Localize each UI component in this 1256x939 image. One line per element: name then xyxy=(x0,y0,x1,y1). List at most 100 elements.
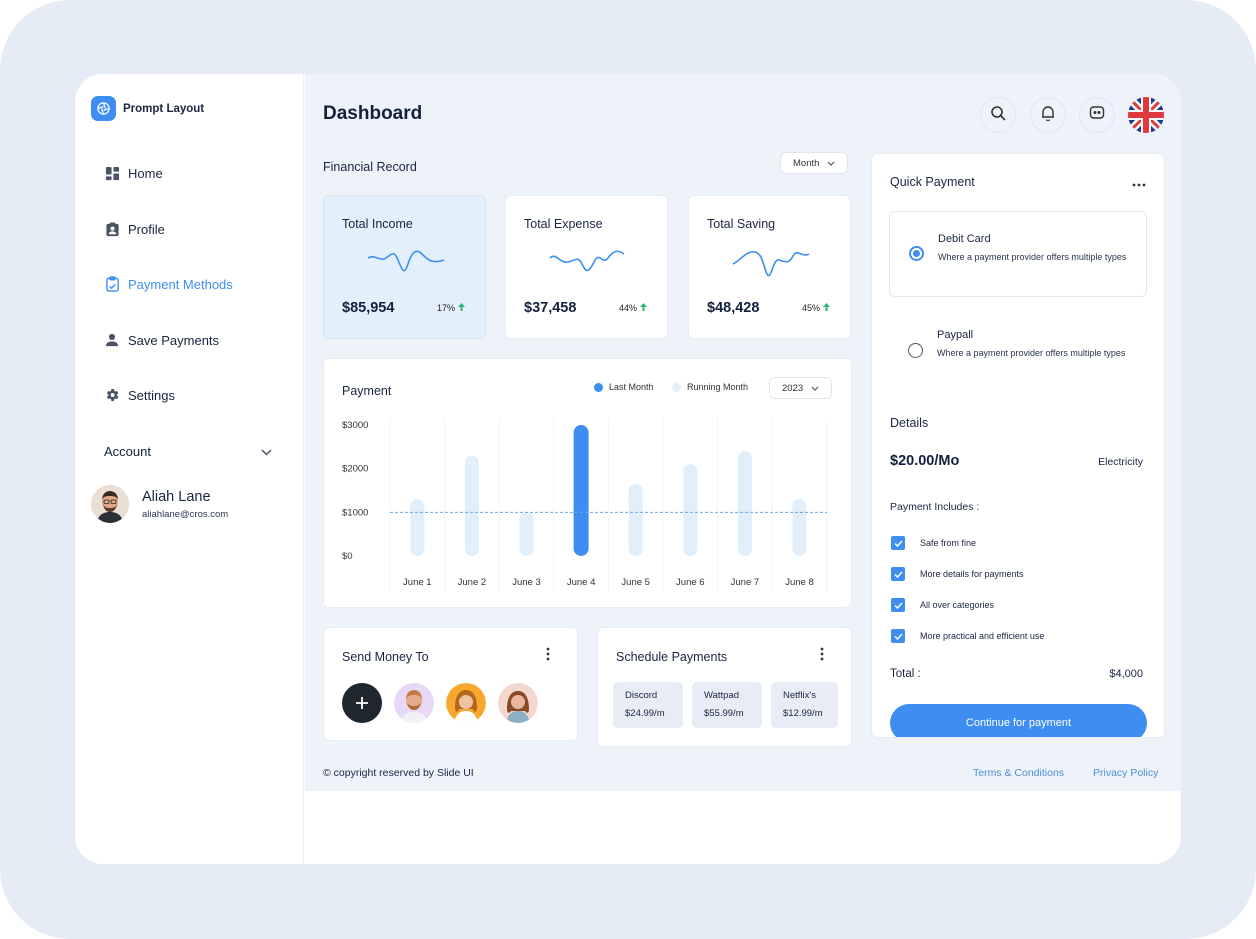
checkbox-checked[interactable] xyxy=(891,598,905,612)
total-label: Total : xyxy=(890,668,921,680)
stat-change: 44% xyxy=(619,303,647,313)
arrow-up-icon xyxy=(823,303,830,313)
sidebar-item-payment-methods[interactable]: Payment Methods xyxy=(104,276,233,292)
contact-avatar[interactable] xyxy=(394,683,434,723)
include-label: More details for payments xyxy=(920,569,1024,579)
sparkline-icon xyxy=(367,250,445,272)
schedule-item-wattpad[interactable]: Wattpad $55.99/m xyxy=(692,682,762,728)
schedule-item-discord[interactable]: Discord $24.99/m xyxy=(613,682,683,728)
privacy-link[interactable]: Privacy Policy xyxy=(1093,767,1159,779)
main-content: Dashboard Financial Record xyxy=(305,74,1181,791)
x-tick-label: June 5 xyxy=(621,577,650,588)
details-amount: $20.00/Mo xyxy=(890,453,960,469)
period-select[interactable]: Month xyxy=(780,152,849,174)
user-profile[interactable]: Aliah Lane aliahlane@cros.com xyxy=(91,485,228,523)
more-horizontal-icon[interactable] xyxy=(1132,175,1146,189)
app-window: Prompt Layout Home Profile Payment Metho… xyxy=(75,74,1181,864)
year-select[interactable]: 2023 xyxy=(769,377,833,399)
bell-icon xyxy=(1041,105,1055,126)
sidebar-item-label: Home xyxy=(128,165,163,181)
schedule-item-netflix[interactable]: Netflix's $12.99/m xyxy=(771,682,838,728)
x-tick-label: June 4 xyxy=(567,577,596,588)
quick-payment-panel: Quick Payment Debit Card Where a payment… xyxy=(871,153,1165,738)
include-checkbox-row[interactable]: More practical and efficient use xyxy=(891,629,1044,643)
radio-selected[interactable] xyxy=(909,246,924,261)
payment-option-debit-card[interactable]: Debit Card Where a payment provider offe… xyxy=(889,211,1147,297)
legend-running-month: Running Month xyxy=(672,382,748,392)
add-contact-button[interactable] xyxy=(342,683,382,723)
schedule-item-price: $55.99/m xyxy=(704,708,744,719)
arrow-up-icon xyxy=(640,303,647,313)
stat-change: 45% xyxy=(802,303,830,313)
bar xyxy=(464,455,479,556)
contact-avatar[interactable] xyxy=(498,683,538,723)
checkbox-checked[interactable] xyxy=(891,629,905,643)
include-checkbox-row[interactable]: All over categories xyxy=(891,598,994,612)
legend-label: Last Month xyxy=(609,382,654,392)
uk-flag-icon[interactable] xyxy=(1128,97,1164,133)
stat-change-value: 17% xyxy=(436,303,455,313)
more-vertical-icon[interactable] xyxy=(820,647,824,663)
legend-label: Running Month xyxy=(687,382,749,392)
schedule-item-name: Netflix's xyxy=(783,690,816,701)
stat-value: $37,458 xyxy=(524,300,577,316)
payment-option-title: Paypall xyxy=(937,329,974,341)
schedule-item-name: Discord xyxy=(625,690,658,701)
radio-unselected[interactable] xyxy=(908,343,923,358)
bar xyxy=(519,512,534,556)
stat-title: Total Expense xyxy=(524,217,603,231)
avatar xyxy=(91,485,129,523)
account-label: Account xyxy=(104,444,151,459)
legend-dot xyxy=(594,382,603,392)
stat-title: Total Saving xyxy=(707,217,776,231)
terms-link[interactable]: Terms & Conditions xyxy=(973,767,1065,779)
payment-chart-card: Payment Last Month Running Month 2023 $3… xyxy=(323,358,852,608)
include-label: All over categories xyxy=(920,600,995,610)
schedule-item-price: $24.99/m xyxy=(625,708,665,719)
payment-option-desc: Where a payment provider offers multiple… xyxy=(938,252,1127,262)
sparkline-icon xyxy=(732,250,810,277)
brand-name: Prompt Layout xyxy=(123,102,205,115)
checkbox-checked[interactable] xyxy=(891,567,905,581)
payment-option-title: Debit Card xyxy=(938,233,991,245)
user-email: aliahlane@cros.com xyxy=(142,508,229,520)
include-checkbox-row[interactable]: Safe from fine xyxy=(891,536,976,550)
stat-card-saving[interactable]: Total Saving $48,428 45% xyxy=(688,195,851,339)
notifications-button[interactable] xyxy=(1030,97,1066,133)
search-button[interactable] xyxy=(980,97,1016,133)
x-tick-label: June 2 xyxy=(458,577,487,588)
chevron-down-icon xyxy=(261,444,272,459)
messages-button[interactable] xyxy=(1079,97,1115,133)
brand[interactable]: Prompt Layout xyxy=(91,96,204,121)
include-checkbox-row[interactable]: More details for payments xyxy=(891,567,1024,581)
more-vertical-icon[interactable] xyxy=(546,647,550,663)
period-select-value: Month xyxy=(793,157,820,169)
stat-change-value: 44% xyxy=(618,303,637,313)
include-label: More practical and efficient use xyxy=(920,631,1045,641)
y-tick-label: $0 xyxy=(342,551,353,562)
payment-chart-title: Payment xyxy=(342,384,392,398)
stat-card-income[interactable]: Total Income $85,954 17% xyxy=(323,195,486,339)
y-tick-label: $2000 xyxy=(342,464,368,475)
include-label: Safe from fine xyxy=(920,538,977,548)
account-section-toggle[interactable]: Account xyxy=(104,444,272,459)
search-icon xyxy=(990,105,1006,126)
stat-change-value: 45% xyxy=(801,303,820,313)
stat-value: $85,954 xyxy=(342,300,395,316)
sidebar-item-profile[interactable]: Profile xyxy=(104,221,165,237)
sidebar-item-label: Save Payments xyxy=(128,332,220,348)
continue-payment-button[interactable]: Continue for payment xyxy=(890,704,1147,737)
details-category: Electricity xyxy=(1098,456,1143,468)
y-tick-label: $3000 xyxy=(342,420,368,431)
sidebar-item-save-payments[interactable]: Save Payments xyxy=(104,332,219,348)
grid-icon xyxy=(104,165,120,181)
schedule-item-price: $12.99/m xyxy=(783,708,823,719)
contact-avatar[interactable] xyxy=(446,683,486,723)
schedule-item-name: Wattpad xyxy=(704,690,740,701)
checkbox-checked[interactable] xyxy=(891,536,905,550)
sidebar-item-settings[interactable]: Settings xyxy=(104,387,175,403)
sidebar-item-home[interactable]: Home xyxy=(104,165,163,181)
payment-option-paypall[interactable]: Paypall Where a payment provider offers … xyxy=(889,308,1147,394)
id-card-icon xyxy=(104,221,120,237)
stat-card-expense[interactable]: Total Expense $37,458 44% xyxy=(505,195,668,339)
